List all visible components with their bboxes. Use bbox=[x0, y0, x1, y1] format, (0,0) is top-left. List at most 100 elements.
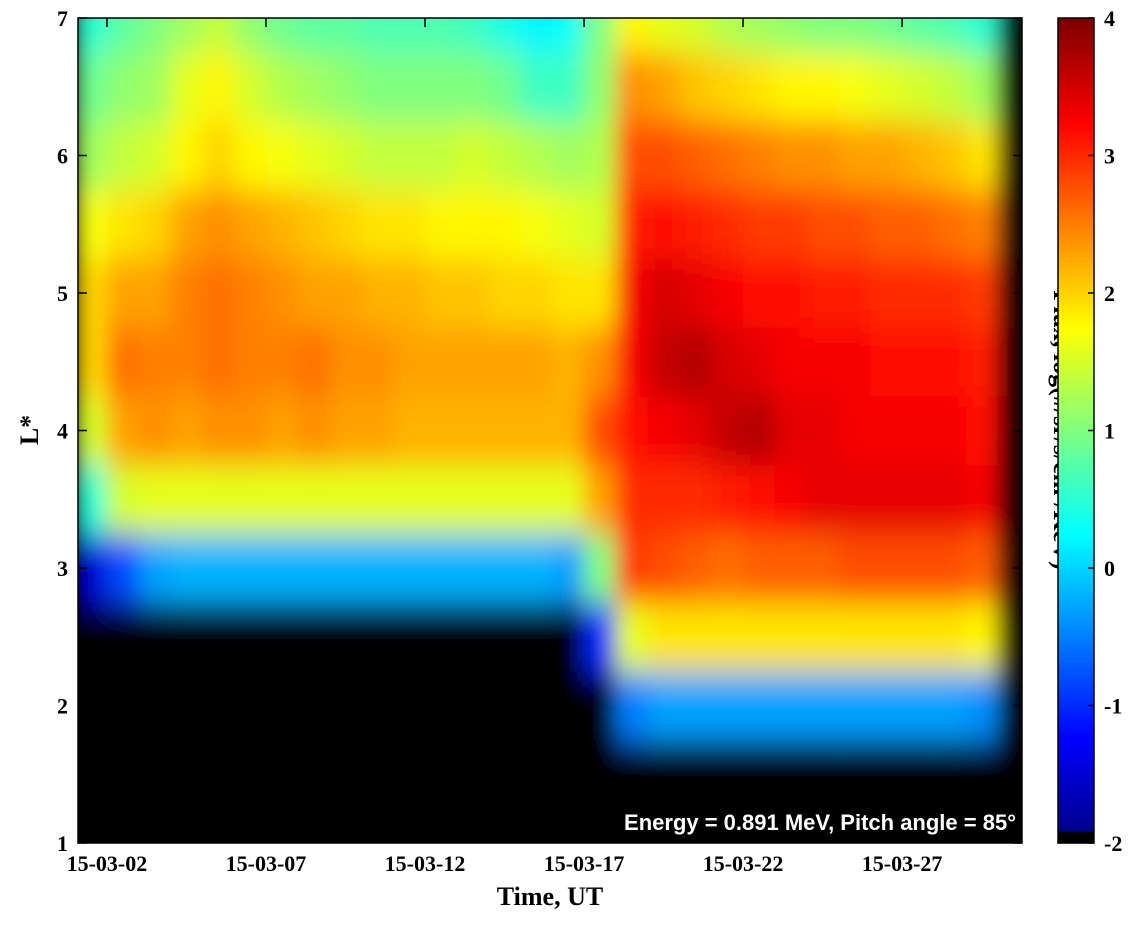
heat-cell bbox=[170, 464, 203, 535]
heat-cell bbox=[615, 327, 649, 397]
heat-cell bbox=[425, 464, 458, 535]
heat-cell bbox=[933, 396, 967, 466]
heat-cell bbox=[615, 52, 649, 122]
colorbar-swatch bbox=[1058, 525, 1094, 531]
heat-cell bbox=[552, 18, 585, 53]
heat-cell bbox=[297, 327, 331, 397]
missing-cell bbox=[647, 808, 680, 843]
heat-cell bbox=[520, 121, 553, 191]
heat-cell bbox=[520, 52, 553, 122]
colorbar-swatch bbox=[1058, 673, 1094, 679]
colorbar-swatch bbox=[1058, 302, 1094, 308]
heat-cell bbox=[902, 18, 935, 53]
heat-cell bbox=[965, 602, 999, 672]
x-tick-label: 15-03-07 bbox=[226, 851, 307, 876]
colorbar-swatch bbox=[1058, 372, 1094, 378]
heat-cell bbox=[329, 52, 362, 122]
heat-cell bbox=[106, 533, 140, 603]
colorbar-swatch bbox=[1058, 731, 1094, 737]
colorbar-swatch bbox=[1058, 471, 1094, 477]
colorbar-swatch bbox=[1058, 397, 1094, 403]
missing-cell bbox=[838, 808, 871, 843]
colorbar-swatch bbox=[1058, 488, 1094, 493]
colorbar-swatch bbox=[1058, 838, 1094, 844]
heat-cell bbox=[965, 18, 999, 53]
missing-cell bbox=[297, 808, 331, 843]
colorbar-swatch bbox=[1058, 616, 1094, 621]
colorbar-swatch bbox=[1058, 640, 1094, 646]
y-tick-label: 5 bbox=[57, 281, 68, 306]
colorbar-swatch bbox=[1058, 216, 1094, 221]
colorbar-swatch bbox=[1058, 459, 1094, 465]
colorbar-swatch bbox=[1058, 595, 1094, 601]
colorbar-swatch bbox=[1058, 112, 1094, 118]
colorbar-swatch bbox=[1058, 756, 1094, 762]
colorbar-swatch bbox=[1058, 348, 1094, 353]
heat-cell bbox=[679, 258, 712, 328]
heat-cell bbox=[488, 189, 521, 260]
colorbar-swatch bbox=[1058, 88, 1094, 93]
colorbar-swatch bbox=[1058, 475, 1094, 481]
heat-cell bbox=[774, 396, 808, 466]
colorbar-swatch bbox=[1058, 550, 1094, 555]
heat-cell bbox=[520, 396, 553, 466]
heat-cell bbox=[329, 396, 362, 466]
colorbar-swatch bbox=[1058, 830, 1094, 836]
colorbar-swatch bbox=[1058, 199, 1094, 205]
heat-cell bbox=[78, 464, 108, 535]
heat-cell bbox=[138, 327, 172, 397]
colorbar-swatch bbox=[1058, 154, 1094, 159]
colorbar-swatch bbox=[1058, 711, 1094, 716]
colorbar-swatch bbox=[1058, 174, 1094, 180]
missing-cell bbox=[806, 808, 839, 843]
heat-cell bbox=[774, 121, 808, 191]
heat-cell bbox=[584, 464, 617, 535]
heat-cell bbox=[615, 396, 649, 466]
missing-cell bbox=[138, 671, 172, 741]
colorbar-swatch bbox=[1058, 661, 1094, 667]
missing-cell bbox=[870, 739, 903, 810]
heat-cell bbox=[743, 327, 776, 397]
missing-cell bbox=[106, 671, 140, 741]
missing-cell bbox=[584, 671, 617, 741]
heat-cell bbox=[806, 189, 839, 260]
colorbar-swatch bbox=[1058, 376, 1094, 382]
heat-cell bbox=[933, 464, 967, 535]
heat-cell bbox=[170, 327, 203, 397]
missing-cell bbox=[965, 808, 999, 843]
heat-cell bbox=[584, 189, 617, 260]
colorbar-swatch bbox=[1058, 529, 1094, 535]
heat-cell bbox=[806, 52, 839, 122]
colorbar-swatch bbox=[1058, 393, 1094, 399]
colorbar-swatch bbox=[1058, 508, 1094, 514]
colorbar-swatch bbox=[1058, 504, 1094, 510]
heat-cell bbox=[743, 52, 776, 122]
heat-cell bbox=[234, 52, 267, 122]
colorbar-swatch bbox=[1058, 537, 1094, 543]
y-tick-label: 7 bbox=[57, 6, 68, 31]
colorbar-swatch bbox=[1058, 368, 1094, 374]
heat-cell bbox=[902, 121, 935, 191]
colorbar-swatch bbox=[1058, 75, 1094, 81]
colorbar-swatch bbox=[1058, 678, 1094, 683]
heat-cell bbox=[552, 258, 585, 328]
missing-cell bbox=[425, 739, 458, 810]
heat-cell bbox=[902, 396, 935, 466]
colorbar-swatch bbox=[1058, 636, 1094, 642]
colorbar-swatch bbox=[1058, 38, 1094, 44]
colorbar-swatch bbox=[1058, 92, 1094, 97]
missing-cell bbox=[170, 602, 203, 672]
heat-cell bbox=[902, 258, 935, 328]
missing-cell bbox=[997, 739, 1022, 810]
heat-cell bbox=[456, 327, 490, 397]
heat-cell bbox=[138, 258, 172, 328]
colorbar-swatch bbox=[1058, 706, 1094, 712]
colorbar-swatch bbox=[1058, 273, 1094, 279]
heat-cell bbox=[965, 52, 999, 122]
heat-cell bbox=[965, 258, 999, 328]
heat-cell bbox=[647, 464, 680, 535]
colorbar-swatch bbox=[1058, 789, 1094, 795]
missing-cell bbox=[552, 602, 585, 672]
heat-cell bbox=[743, 189, 776, 260]
heat-cell bbox=[902, 671, 935, 741]
